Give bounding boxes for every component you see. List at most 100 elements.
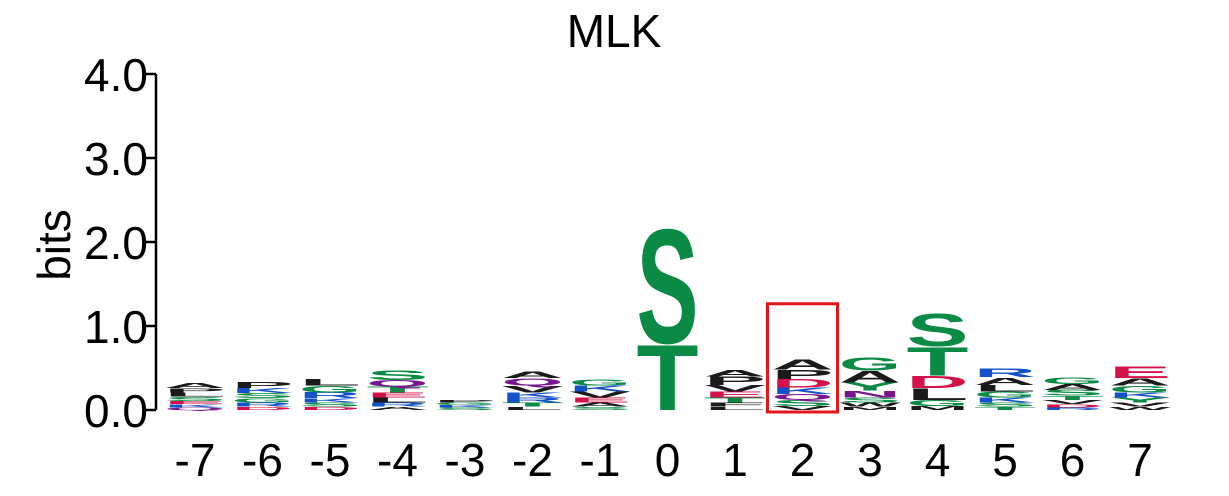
logo-letter-Y: Y xyxy=(839,380,901,393)
logo-letter-A: A xyxy=(772,356,834,373)
logo-letter-S: S xyxy=(974,401,1036,408)
logo-letter-T: T xyxy=(502,401,564,407)
x-tick-label: -6 xyxy=(242,434,283,486)
logo-letter-K: K xyxy=(1109,391,1171,399)
logo-letter-L: L xyxy=(164,391,226,397)
logo-letter-Q: Q xyxy=(772,393,834,402)
x-axis-labels: -7 -6 -5 -4 -3 -2 -1 0 1 2 3 4 5 6 7 xyxy=(175,434,1153,486)
logo-letter-A: A xyxy=(1042,382,1104,391)
logo-letter-T: T xyxy=(907,339,969,384)
logo-letter-A: A xyxy=(502,370,564,380)
logo-letter-P: P xyxy=(231,381,293,390)
logo-letter-V: V xyxy=(569,390,631,399)
logo-letter-T: T xyxy=(974,406,1036,411)
logo-letter-G: G xyxy=(434,402,496,406)
logo-letter-G: G xyxy=(839,354,901,375)
y-tick-label: 2.0 xyxy=(84,217,148,269)
logo-letter-E: E xyxy=(366,391,428,399)
logo-letter-G: G xyxy=(907,399,969,408)
logo-letter-W: W xyxy=(839,401,901,408)
logo-letter-A: A xyxy=(704,368,766,378)
x-tick-label: -7 xyxy=(175,434,216,486)
logo-letter-R: R xyxy=(299,391,361,400)
logo-letters: QKESLPADRGSKPDSKRGLARLETQSSKGPLTRKVQASAE… xyxy=(164,197,1171,431)
logo-letter-D: D xyxy=(772,377,834,390)
logo-letter-S: S xyxy=(636,197,698,379)
logo-letter-V: V xyxy=(1042,399,1104,405)
y-tick-label: 0.0 xyxy=(84,385,148,437)
logo-letter-T: T xyxy=(1042,395,1104,401)
logo-letter-S: S xyxy=(367,367,429,383)
logo-letter-S: S xyxy=(771,398,833,407)
logo-letter-A: A xyxy=(569,401,631,408)
logo-letter-G: G xyxy=(299,384,361,394)
logo-letter-A: A xyxy=(839,368,901,386)
logo-letter-D: D xyxy=(299,406,361,411)
logo-letter-K: K xyxy=(772,386,834,396)
logo-letter-V: V xyxy=(704,383,766,394)
logo-letter-S: S xyxy=(569,406,631,411)
logo-letter-L: L xyxy=(974,383,1036,393)
logo-letter-K: K xyxy=(232,387,294,395)
logo-letter-A: A xyxy=(366,406,428,411)
logo-letter-Q: Q xyxy=(164,407,226,411)
logo-letter-G: G xyxy=(1042,376,1104,386)
logo-letter-P: P xyxy=(164,387,226,394)
logo-letter-G: G xyxy=(232,397,294,404)
logo-letter-K: K xyxy=(434,404,496,408)
logo-letter-E: E xyxy=(1109,364,1171,382)
logo-letter-T: T xyxy=(637,326,699,430)
logo-letter-L: L xyxy=(704,406,766,411)
x-tick-label: 7 xyxy=(1127,434,1153,486)
x-tick-label: 6 xyxy=(1060,434,1086,486)
logo-letter-L: L xyxy=(367,396,429,404)
logo-letter-P: P xyxy=(772,368,834,382)
logo-letter-G: G xyxy=(1109,384,1171,394)
logo-letter-S: S xyxy=(839,396,901,404)
logo-letter-R: R xyxy=(367,401,429,408)
logo-letter-W: W xyxy=(1109,406,1171,411)
x-tick-label: 2 xyxy=(790,434,816,486)
x-tick-label: -4 xyxy=(377,434,418,486)
logo-letter-G: G xyxy=(974,390,1036,399)
highlight-box xyxy=(766,302,839,414)
logo-letter-S: S xyxy=(164,395,226,402)
x-tick-label: -3 xyxy=(445,434,486,486)
logo-letter-L: L xyxy=(501,406,563,411)
logo-letter-E: E xyxy=(164,400,226,405)
logo-letter-N: N xyxy=(839,389,901,399)
logo-letter-M: M xyxy=(839,406,901,411)
logo-letter-K: K xyxy=(502,391,564,399)
x-tick-label: 1 xyxy=(722,434,748,486)
logo-letter-Y: Y xyxy=(1109,396,1171,404)
logo-letter-D: D xyxy=(231,406,293,411)
x-tick-label: -1 xyxy=(580,434,621,486)
logo-letter-F: F xyxy=(704,401,766,407)
logo-letter-E: E xyxy=(569,396,631,404)
logo-letter-E: E xyxy=(704,390,766,399)
logo-letter-S: S xyxy=(907,304,969,357)
y-axis: 0.0 1.0 2.0 3.0 4.0 xyxy=(84,49,158,437)
logo-letter-A: A xyxy=(164,382,226,390)
y-tick-label: 3.0 xyxy=(84,133,148,185)
logo-letter-S: S xyxy=(231,392,293,400)
logo-letter-L: L xyxy=(906,385,968,403)
logo-letter-L: L xyxy=(299,377,361,387)
x-tick-label: -5 xyxy=(310,434,351,486)
logo-letter-M: M xyxy=(907,405,969,412)
logo-letter-V: V xyxy=(1109,401,1171,407)
logo-letter-R: R xyxy=(232,401,294,408)
chart-title: MLK xyxy=(567,5,662,57)
logo-letter-K: K xyxy=(569,384,631,393)
logo-letter-S: S xyxy=(434,407,496,411)
logo-letter-T: T xyxy=(366,385,428,394)
logo-letter-P: P xyxy=(434,399,496,403)
logo-letter-Q: Q xyxy=(367,378,429,388)
logo-letter-G: G xyxy=(569,378,631,387)
logo-letter-R: R xyxy=(974,367,1036,380)
logo-letter-D: D xyxy=(907,373,969,392)
logo-letter-D: D xyxy=(1041,403,1103,408)
logo-letter-K: K xyxy=(164,403,226,408)
x-tick-label: 4 xyxy=(925,434,951,486)
